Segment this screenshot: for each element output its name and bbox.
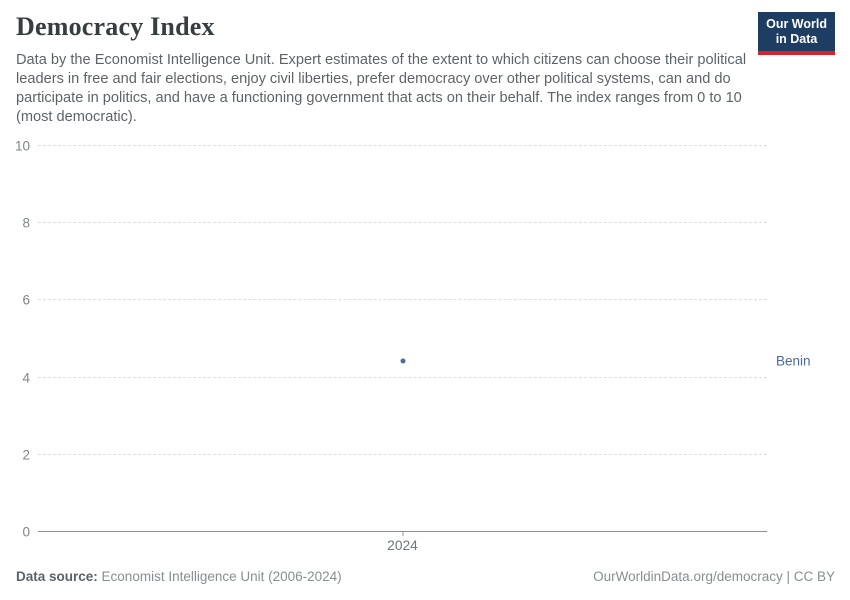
gridline: 4 xyxy=(22,370,767,385)
owid-logo[interactable]: Our World in Data xyxy=(758,12,835,55)
gridline: 10 xyxy=(15,139,767,154)
y-axis-tick-label: 0 xyxy=(22,524,30,540)
data-source-note: Data source: Economist Intelligence Unit… xyxy=(16,569,342,584)
x-axis-tick-label: 2024 xyxy=(387,538,418,553)
x-axis-tick xyxy=(402,531,403,536)
gridline: 2 xyxy=(22,447,767,462)
data-source-value[interactable]: Economist Intelligence Unit (2006-2024) xyxy=(101,569,342,584)
data-source-label: Data source: xyxy=(16,569,98,584)
chart-footer: Data source: Economist Intelligence Unit… xyxy=(16,569,835,584)
x-axis-line: 0 xyxy=(22,525,767,540)
plot-area: Benin 2024 10 8 6 4 2 0 xyxy=(15,139,811,554)
gridline: 8 xyxy=(22,216,767,231)
y-axis-tick-label: 4 xyxy=(22,370,30,386)
chart-subtitle: Data by the Economist Intelligence Unit.… xyxy=(16,52,747,125)
owid-logo-line2: in Data xyxy=(775,32,818,46)
y-axis-tick-label: 10 xyxy=(14,138,30,154)
gridline: 6 xyxy=(22,293,767,308)
data-point-benin[interactable] xyxy=(400,358,405,364)
attribution-link[interactable]: OurWorldinData.org/democracy | CC BY xyxy=(593,569,835,584)
chart-title: Democracy Index xyxy=(16,12,215,41)
owid-logo-line1: Our World xyxy=(766,17,827,31)
y-axis-tick-label: 8 xyxy=(22,215,30,231)
y-axis-tick-label: 6 xyxy=(22,292,30,308)
y-axis-tick-label: 2 xyxy=(22,447,30,463)
series-label-benin[interactable]: Benin xyxy=(776,353,811,369)
